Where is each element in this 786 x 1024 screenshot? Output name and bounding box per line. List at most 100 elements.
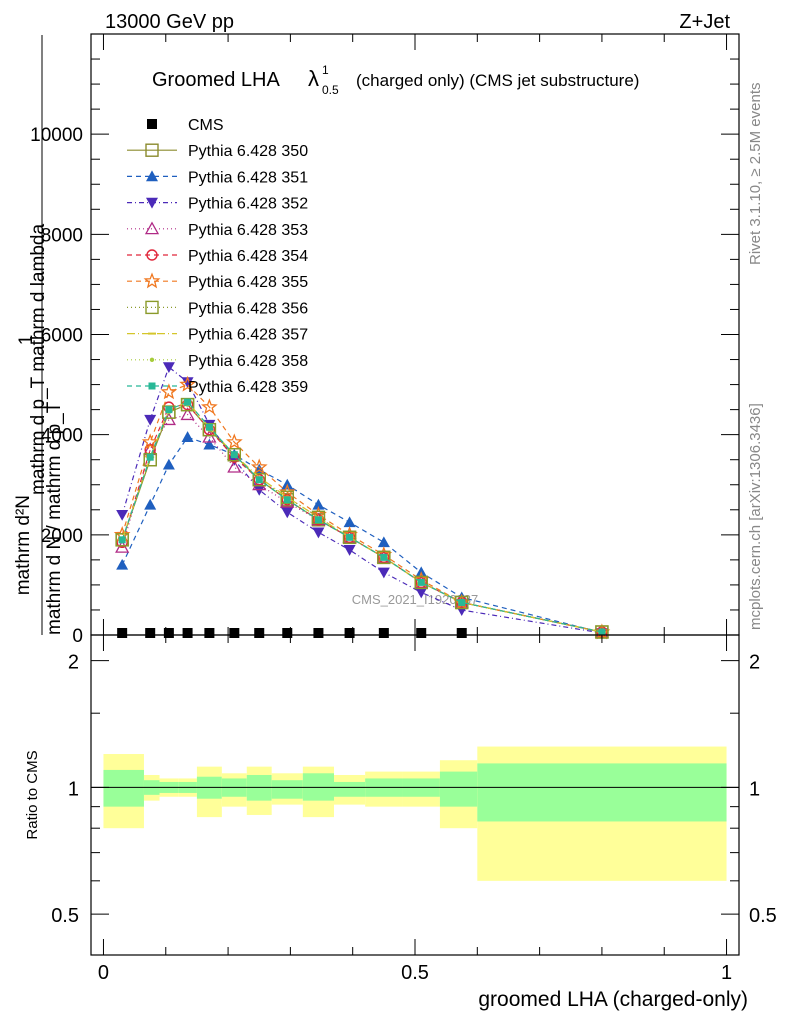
data-point-cms <box>456 628 467 638</box>
y-label-normalisation: mathrm d N / mathrm d p_T <box>44 401 65 635</box>
data-point-pythia-352 <box>377 567 390 579</box>
legend-label-pythia-359: Pythia 6.428 359 <box>188 379 308 396</box>
title-subscript: 0.5 <box>322 83 339 97</box>
data-point-pythia-359 <box>417 578 425 586</box>
data-point-pythia-353 <box>180 407 195 421</box>
ratio-ytick-label: 0.5 <box>51 905 79 927</box>
data-point-pythia-359 <box>380 553 388 561</box>
data-point-pythia-356 <box>115 533 129 547</box>
y-label-fraction-one: 1 <box>16 335 37 346</box>
legend-label-pythia-357: Pythia 6.428 357 <box>188 327 308 344</box>
title-superscript: 1 <box>322 63 329 77</box>
legend-label-pythia-351: Pythia 6.428 351 <box>188 169 308 186</box>
x-tick-label: 0.5 <box>401 962 429 984</box>
y-label-numerator: mathrm d²N <box>13 495 34 595</box>
data-point-pythia-356 <box>252 473 266 487</box>
data-point-cms <box>145 628 156 638</box>
data-point-legend-pythia-351 <box>146 170 158 182</box>
legend-label-pythia-354: Pythia 6.428 354 <box>188 248 308 265</box>
data-point-pythia-355 <box>179 375 196 392</box>
data-point-pythia-355 <box>160 383 178 400</box>
data-point-pythia-355 <box>250 458 268 475</box>
title-symbol: λ <box>308 66 319 91</box>
legend-label-pythia-350: Pythia 6.428 350 <box>188 143 308 160</box>
data-point-cms <box>204 628 215 638</box>
data-point-cms <box>254 628 265 638</box>
data-point-pythia-356 <box>227 448 242 462</box>
data-point-legend-pythia-353 <box>144 221 160 235</box>
data-point-cms <box>229 628 240 638</box>
data-point-pythia-351 <box>377 536 390 548</box>
data-point-cms <box>344 628 355 638</box>
data-point-pythia-354 <box>253 474 265 486</box>
data-point-pythia-353 <box>202 429 217 443</box>
data-point-pythia-359 <box>346 533 354 541</box>
data-point-pythia-359 <box>118 536 126 544</box>
data-point-pythia-351 <box>343 516 356 528</box>
data-point-cms <box>182 628 193 638</box>
data-point-legend-pythia-352 <box>146 197 158 209</box>
main-axis-ticks: 0 2000 4000 6000 8000 10000 <box>30 34 739 647</box>
data-point-pythia-351 <box>203 438 216 450</box>
data-point-pythia-351 <box>162 458 175 470</box>
data-point-cms <box>163 628 174 638</box>
data-point-legend-pythia-358 <box>149 357 155 362</box>
data-point-pythia-359 <box>165 406 173 414</box>
rivet-version-label: Rivet 3.1.10, ≥ 2.5M events <box>747 83 764 266</box>
data-point-pythia-352 <box>144 414 157 426</box>
data-point-pythia-355 <box>200 398 218 415</box>
data-point-pythia-352 <box>281 507 294 519</box>
data-point-pythia-356 <box>342 530 357 545</box>
data-point-pythia-359 <box>458 598 466 606</box>
main-ytick-label: 10000 <box>30 125 83 146</box>
main-ytick-label: 2000 <box>41 526 83 547</box>
main-ytick-label: 0 <box>72 626 83 647</box>
data-point-pythia-355 <box>225 433 243 450</box>
svg-text:mcplots.cern.ch [arXiv:1306.34: mcplots.cern.ch [arXiv:1306.3436] <box>747 403 764 630</box>
data-point-pythia-355 <box>278 483 296 500</box>
data-point-pythia-352 <box>343 545 356 556</box>
data-point-pythia-352 <box>253 484 266 496</box>
process-label: Z+Jet <box>679 11 730 33</box>
ratio-band-inner <box>477 763 727 822</box>
plot-title: Groomed LHA λ 1 0.5 (charged only) (CMS … <box>152 63 639 97</box>
series-line-pythia-358 <box>121 403 603 633</box>
main-ytick-label: 8000 <box>41 225 83 246</box>
series-line-pythia-351 <box>121 436 603 634</box>
main-ytick-label: 4000 <box>41 426 83 447</box>
data-point-pythia-359 <box>184 398 192 406</box>
data-point-cms <box>416 628 427 638</box>
data-point-pythia-359 <box>283 496 291 504</box>
series-line-pythia-359 <box>121 401 603 633</box>
data-point-cms <box>117 628 128 638</box>
data-point-cms <box>378 628 389 638</box>
data-point-pythia-351 <box>144 498 157 510</box>
data-point-legend-pythia-350 <box>145 143 159 157</box>
title-main: Groomed LHA <box>152 69 280 91</box>
main-series-group <box>113 362 611 640</box>
main-ytick-label: 6000 <box>41 326 83 347</box>
data-point-pythia-352 <box>181 377 194 389</box>
data-point-pythia-352 <box>116 510 129 521</box>
data-point-pythia-356 <box>455 595 469 610</box>
ratio-band-inner <box>271 780 303 799</box>
ratio-ytick-label-right: 0.5 <box>749 905 777 927</box>
ratio-y-label: Ratio to CMS <box>24 750 41 839</box>
data-point-pythia-351 <box>181 431 194 442</box>
data-point-pythia-351 <box>312 498 325 510</box>
svg-text:Rivet 3.1.10, ≥ 2.5M events: Rivet 3.1.10, ≥ 2.5M events <box>747 83 764 266</box>
legend-label-pythia-358: Pythia 6.428 358 <box>188 353 308 370</box>
ratio-axis-ticks: 0.5 0.5 1 1 2 2 0 0.5 1 <box>51 635 777 984</box>
ratio-band-inner <box>103 769 144 807</box>
legend-label-pythia-352: Pythia 6.428 352 <box>188 196 308 213</box>
data-point-legend-pythia-354 <box>146 249 158 261</box>
data-point-pythia-356 <box>414 575 428 590</box>
data-point-pythia-355 <box>141 433 159 450</box>
legend-label-cms: CMS <box>188 117 224 134</box>
data-point-pythia-353 <box>227 459 242 473</box>
data-point-pythia-352 <box>415 587 428 599</box>
data-point-pythia-359 <box>255 476 263 484</box>
data-point-pythia-359 <box>205 423 213 431</box>
data-point-pythia-359 <box>598 628 606 636</box>
